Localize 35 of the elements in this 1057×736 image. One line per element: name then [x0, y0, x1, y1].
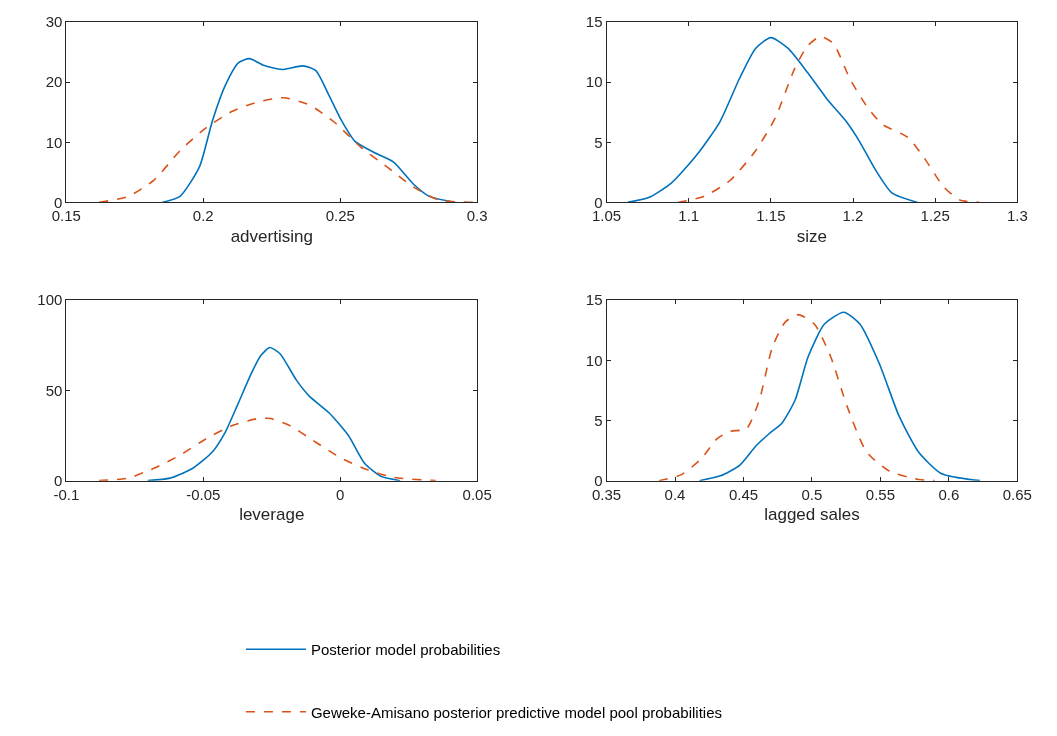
legend-label: Geweke-Amisano posterior predictive model pool probabilities [310, 703, 722, 721]
y-tick-label: 15 [585, 291, 603, 309]
x-tick-label: 1.15 [756, 207, 786, 225]
x-tick-label: 0 [336, 485, 345, 503]
x-axis-title: size [796, 226, 828, 246]
y-tick-label: 5 [594, 133, 603, 151]
x-axis-title: advertising [230, 226, 313, 246]
y-tick-label: 5 [594, 411, 603, 429]
x-tick-label: 1.25 [920, 207, 950, 225]
y-tick-label: 10 [585, 351, 603, 369]
x-tick-label: 0.6 [938, 485, 960, 503]
x-tick-label: 1.2 [842, 207, 864, 225]
y-tick-label: 100 [37, 291, 63, 309]
x-tick-label: 0.3 [466, 207, 488, 225]
x-tick-label: 1.1 [678, 207, 700, 225]
y-tick-label: 20 [45, 73, 63, 91]
x-tick-label: 1.3 [1006, 207, 1028, 225]
legend-label: Posterior model probabilities [310, 641, 501, 659]
x-tick-label: 0.5 [801, 485, 823, 503]
x-tick-label: 0.4 [664, 485, 686, 503]
x-axis-title: leverage [239, 505, 305, 525]
x-tick-label: 0.45 [728, 485, 759, 503]
x-tick-label: 0.25 [325, 207, 355, 225]
x-tick-label: -0.05 [186, 485, 221, 503]
x-tick-label: 0.05 [462, 485, 492, 503]
y-tick-label: 10 [45, 133, 63, 151]
x-tick-label: 0.2 [192, 207, 214, 225]
line-series [626, 36, 919, 203]
y-tick-label: 50 [45, 381, 63, 399]
x-tick-label: 0.65 [1002, 485, 1032, 503]
y-tick-label: 10 [585, 73, 603, 91]
x-tick-label: 0.55 [865, 485, 896, 503]
y-tick-label: 30 [45, 13, 63, 31]
x-axis-title: lagged sales [764, 505, 860, 525]
y-tick-label: 15 [585, 13, 603, 31]
